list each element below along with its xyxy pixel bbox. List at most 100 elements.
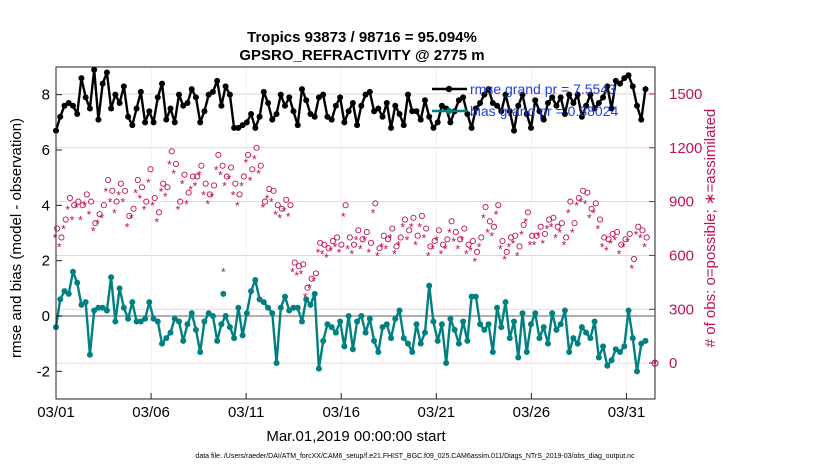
obs-assimilated-point: *	[583, 197, 588, 211]
bias-point	[214, 337, 221, 344]
rmse-point	[324, 113, 331, 120]
bias-point	[595, 354, 602, 361]
bias-point	[489, 348, 496, 355]
bias-point	[209, 313, 216, 319]
obs-possible-point	[66, 194, 73, 202]
rmse-point	[455, 97, 462, 104]
obs-possible-point	[482, 203, 489, 211]
bias-point	[116, 285, 123, 292]
bias-point	[608, 357, 615, 364]
rmse-point	[252, 124, 259, 131]
rmse-point	[578, 113, 585, 120]
obs-assimilated-point: *	[248, 174, 253, 188]
bias-point	[438, 321, 445, 328]
bias-point	[506, 335, 513, 342]
obs-possible-point	[367, 239, 375, 246]
bias-point	[485, 321, 492, 328]
rmse-point	[337, 94, 344, 101]
obs-possible-point	[372, 200, 379, 207]
rmse-point	[379, 113, 386, 120]
bias-point	[69, 268, 76, 275]
obs-assimilated-point: *	[477, 240, 482, 254]
obs-possible-point	[563, 234, 570, 241]
obs-possible-point	[334, 234, 341, 241]
bias-point	[184, 321, 191, 328]
obs-possible-point	[202, 180, 209, 187]
bias-point	[358, 313, 365, 319]
rmse-point	[349, 99, 356, 106]
obs-possible-point	[503, 248, 510, 255]
bias-point	[142, 315, 149, 322]
bias-point	[269, 310, 276, 317]
obs-assimilated-point: *	[163, 190, 168, 204]
rmse-point	[163, 116, 170, 123]
rmse-point	[485, 86, 492, 93]
rmse-point	[434, 119, 441, 126]
bias-point	[74, 279, 81, 286]
obs-assimilated-point: *	[193, 179, 198, 193]
bias-point	[180, 337, 187, 344]
rmse-point	[506, 108, 513, 115]
obs-possible-point	[529, 232, 536, 239]
rmse-point	[472, 105, 479, 112]
obs-possible-point	[554, 223, 561, 230]
obs-assimilated-point: *	[125, 221, 130, 235]
obs-possible-point	[359, 236, 366, 243]
bias-point	[171, 315, 178, 322]
bias-point	[634, 368, 641, 375]
rmse-point	[175, 91, 182, 98]
rmse-point	[371, 108, 378, 115]
rmse-point	[638, 116, 645, 123]
obs-assimilated-point: *	[290, 266, 295, 280]
obs-possible-point	[452, 229, 459, 236]
obs-possible-point	[138, 184, 146, 191]
rmse-point	[298, 86, 305, 93]
rmse-point	[409, 108, 416, 115]
rmse-point	[65, 99, 72, 106]
x-axis-ticks: 03/01 03/06 03/11 03/16 03/21 03/26 03/31	[37, 393, 645, 421]
rmse-point	[515, 102, 522, 109]
rmse-point	[256, 113, 263, 120]
obs-possible-point	[588, 205, 595, 212]
bias-point	[218, 321, 225, 328]
obs-possible-point	[635, 223, 642, 230]
bias-point	[472, 293, 479, 300]
rmse-point	[137, 88, 144, 95]
rmse-point	[634, 102, 641, 109]
bias-point	[477, 321, 484, 328]
obs-assimilated-point: *	[221, 266, 226, 280]
obs-assimilated-point: *	[371, 206, 376, 220]
bias-point	[413, 321, 420, 328]
obs-assimilated-point: *	[528, 239, 533, 253]
obs-possible-point	[643, 234, 650, 241]
obs-assimilated-point: *	[154, 215, 159, 229]
x-tick-label: 03/26	[513, 404, 551, 421]
obs-assimilated-point: *	[104, 185, 109, 199]
right-y-axis-label: # of obs: o=possible; ∗=assimilated	[702, 109, 719, 348]
obs-assimilated-point: *	[273, 208, 278, 222]
rmse-point	[282, 102, 289, 109]
obs-assimilated-point: *	[621, 240, 626, 254]
obs-assimilated-point: *	[350, 248, 355, 262]
bias-point	[315, 365, 322, 372]
obs-assimilated-point: *	[171, 167, 176, 181]
rmse-point	[612, 77, 619, 84]
bias-point	[396, 307, 403, 314]
rmse-point	[617, 80, 624, 87]
bias-point	[451, 326, 458, 333]
bias-point	[129, 299, 136, 306]
obs-assimilated-point: *	[239, 179, 244, 193]
bias-point	[222, 313, 229, 319]
obs-assimilated-point: *	[532, 239, 537, 253]
obs-possible-point	[584, 189, 591, 196]
obs-possible-point	[58, 234, 65, 241]
obs-assimilated-point: *	[426, 249, 431, 263]
rmse-point	[95, 116, 102, 123]
bias-point	[154, 318, 161, 325]
obs-possible-point	[219, 162, 226, 169]
legend-rmse-marker	[445, 85, 453, 93]
obs-possible-point	[448, 218, 455, 225]
obs-assimilated-point: *	[265, 192, 270, 206]
rmse-point	[587, 91, 594, 98]
x-tick-label: 03/11	[228, 404, 264, 421]
